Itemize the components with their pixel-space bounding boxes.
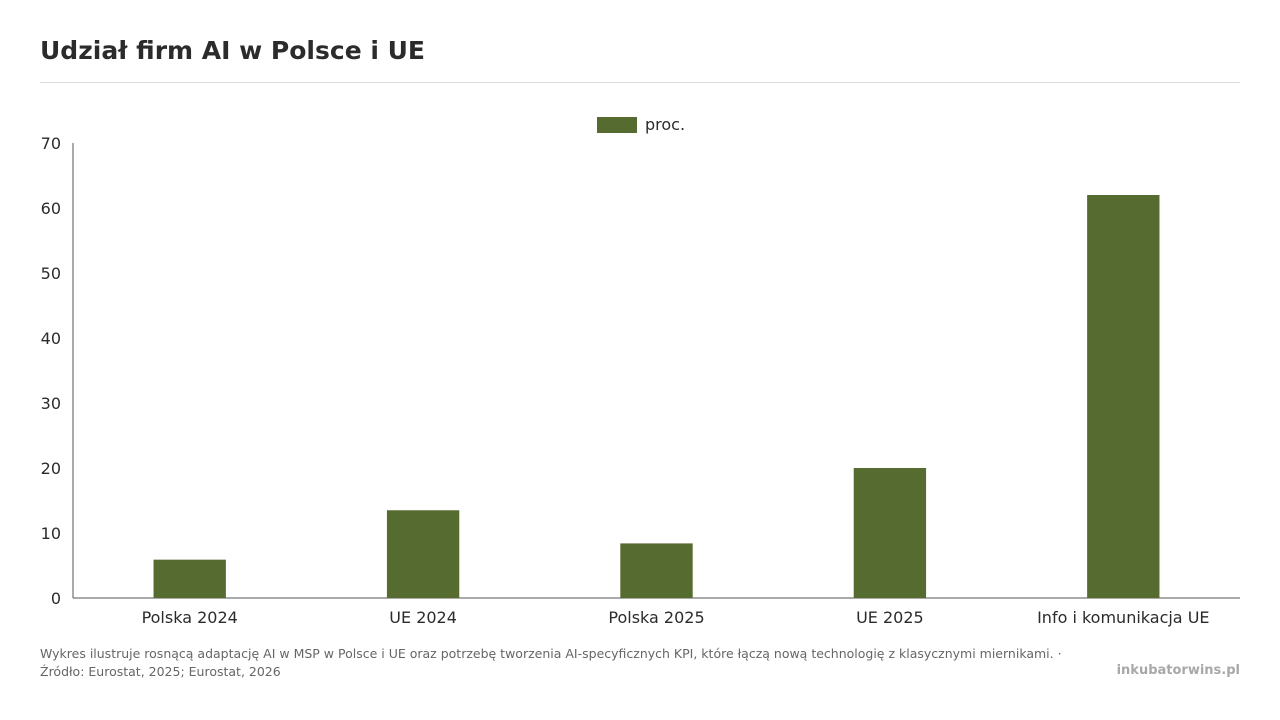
x-tick-label: Polska 2024 xyxy=(142,608,238,627)
y-tick-label: 20 xyxy=(41,459,61,478)
x-tick-label: Info i komunikacja UE xyxy=(1037,608,1209,627)
chart-description: Wykres ilustruje rosnącą adaptację AI w … xyxy=(40,646,1062,661)
title-divider xyxy=(40,82,1240,83)
y-tick-label: 10 xyxy=(41,524,61,543)
x-tick-label: UE 2024 xyxy=(389,608,457,627)
y-tick-label: 70 xyxy=(41,134,61,153)
bar-chart: proc. 0 10 20 30 40 50 60 70 Polska 2024 UE 2024 Po… xyxy=(41,115,1240,627)
x-tick-label: Polska 2025 xyxy=(608,608,704,627)
chart-footer: Wykres ilustruje rosnącą adaptację AI w … xyxy=(40,645,1240,681)
chart-title: Udział firm AI w Polsce i UE xyxy=(40,36,426,65)
y-tick-label: 0 xyxy=(51,589,61,608)
bar xyxy=(620,543,693,598)
chart-source: Źródło: Eurostat, 2025; Eurostat, 2026 xyxy=(40,664,281,679)
bar xyxy=(1087,195,1160,598)
y-tick-label: 30 xyxy=(41,394,61,413)
bar xyxy=(853,468,927,598)
y-tick-label: 60 xyxy=(41,199,61,218)
bar xyxy=(153,559,226,598)
x-tick-label: UE 2025 xyxy=(856,608,924,627)
y-tick-label: 50 xyxy=(41,264,61,283)
bar xyxy=(386,510,460,598)
brand-label: inkubatorwins.pl xyxy=(1116,663,1240,678)
legend-label: proc. xyxy=(645,115,685,134)
legend-swatch xyxy=(597,117,637,133)
y-tick-label: 40 xyxy=(41,329,61,348)
